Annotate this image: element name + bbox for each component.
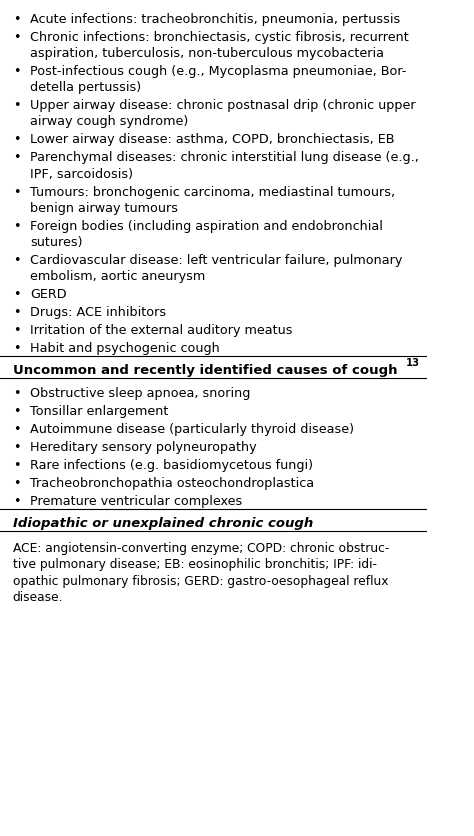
Text: Idiopathic or unexplained chronic cough: Idiopathic or unexplained chronic cough (13, 517, 313, 531)
Text: Habit and psychogenic cough: Habit and psychogenic cough (30, 342, 219, 355)
Text: •: • (13, 99, 20, 112)
Text: airway cough syndrome): airway cough syndrome) (30, 115, 188, 129)
Text: •: • (13, 254, 20, 268)
Text: •: • (13, 151, 20, 165)
Text: •: • (13, 220, 20, 233)
Text: Foreign bodies (including aspiration and endobronchial: Foreign bodies (including aspiration and… (30, 220, 383, 233)
Text: Hereditary sensory polyneuropathy: Hereditary sensory polyneuropathy (30, 441, 256, 455)
Text: aspiration, tuberculosis, non-tuberculous mycobacteria: aspiration, tuberculosis, non-tuberculou… (30, 47, 384, 60)
Text: detella pertussis): detella pertussis) (30, 81, 141, 94)
Text: Autoimmune disease (particularly thyroid disease): Autoimmune disease (particularly thyroid… (30, 423, 354, 436)
Text: •: • (13, 423, 20, 436)
Text: GERD: GERD (30, 288, 66, 302)
Text: •: • (13, 65, 20, 78)
Text: Tonsillar enlargement: Tonsillar enlargement (30, 405, 168, 419)
Text: 13: 13 (405, 358, 419, 368)
Text: •: • (13, 288, 20, 302)
Text: •: • (13, 495, 20, 508)
Text: Drugs: ACE inhibitors: Drugs: ACE inhibitors (30, 306, 166, 319)
Text: •: • (13, 405, 20, 419)
Text: Premature ventricular complexes: Premature ventricular complexes (30, 495, 242, 508)
Text: Upper airway disease: chronic postnasal drip (chronic upper: Upper airway disease: chronic postnasal … (30, 99, 416, 112)
Text: •: • (13, 133, 20, 146)
Text: •: • (13, 306, 20, 319)
Text: •: • (13, 31, 20, 43)
Text: Post-infectious cough (e.g., Mycoplasma pneumoniae, Bor-: Post-infectious cough (e.g., Mycoplasma … (30, 65, 406, 78)
Text: benign airway tumours: benign airway tumours (30, 201, 178, 215)
Text: Cardiovascular disease: left ventricular failure, pulmonary: Cardiovascular disease: left ventricular… (30, 254, 402, 268)
Text: Chronic infections: bronchiectasis, cystic fibrosis, recurrent: Chronic infections: bronchiectasis, cyst… (30, 31, 409, 43)
Text: Parenchymal diseases: chronic interstitial lung disease (e.g.,: Parenchymal diseases: chronic interstiti… (30, 151, 419, 165)
Text: Uncommon and recently identified causes of cough: Uncommon and recently identified causes … (13, 364, 397, 378)
Text: IPF, sarcoidosis): IPF, sarcoidosis) (30, 167, 133, 181)
Text: Acute infections: tracheobronchitis, pneumonia, pertussis: Acute infections: tracheobronchitis, pne… (30, 13, 400, 26)
Text: Tracheobronchopathia osteochondroplastica: Tracheobronchopathia osteochondroplastic… (30, 477, 314, 491)
Text: ACE: angiotensin-converting enzyme; COPD: chronic obstruc-: ACE: angiotensin-converting enzyme; COPD… (13, 542, 389, 555)
Text: tive pulmonary disease; EB: eosinophilic bronchitis; IPF: idi-: tive pulmonary disease; EB: eosinophilic… (13, 558, 377, 572)
Text: opathic pulmonary fibrosis; GERD: gastro-oesophageal reflux: opathic pulmonary fibrosis; GERD: gastro… (13, 574, 388, 588)
Text: Obstructive sleep apnoea, snoring: Obstructive sleep apnoea, snoring (30, 387, 250, 400)
Text: •: • (13, 13, 20, 26)
Text: •: • (13, 324, 20, 338)
Text: Rare infections (e.g. basidiomycetous fungi): Rare infections (e.g. basidiomycetous fu… (30, 459, 313, 472)
Text: •: • (13, 387, 20, 400)
Text: Lower airway disease: asthma, COPD, bronchiectasis, EB: Lower airway disease: asthma, COPD, bron… (30, 133, 394, 146)
Text: •: • (13, 441, 20, 455)
Text: •: • (13, 459, 20, 472)
Text: disease.: disease. (13, 591, 64, 604)
Text: •: • (13, 342, 20, 355)
Text: Tumours: bronchogenic carcinoma, mediastinal tumours,: Tumours: bronchogenic carcinoma, mediast… (30, 186, 395, 199)
Text: sutures): sutures) (30, 236, 82, 249)
Text: Irritation of the external auditory meatus: Irritation of the external auditory meat… (30, 324, 292, 338)
Text: •: • (13, 477, 20, 491)
Text: embolism, aortic aneurysm: embolism, aortic aneurysm (30, 270, 205, 283)
Text: •: • (13, 186, 20, 199)
